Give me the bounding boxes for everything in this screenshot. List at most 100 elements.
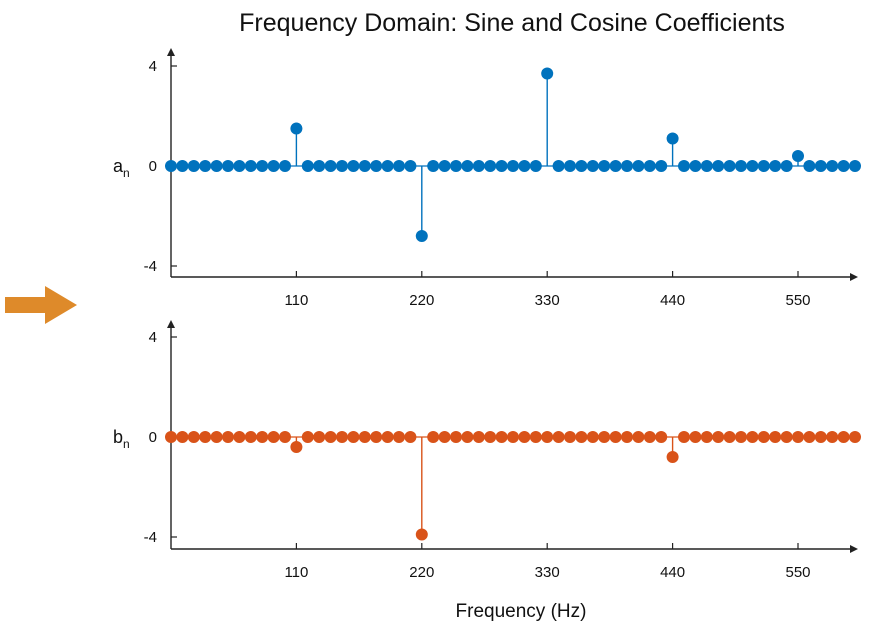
stem-marker xyxy=(165,160,177,172)
stem-marker xyxy=(450,431,462,443)
stem-marker xyxy=(712,431,725,443)
stem-marker xyxy=(381,160,394,172)
stem-marker xyxy=(495,431,508,443)
stem-marker xyxy=(404,431,417,443)
stem-marker-nonzero xyxy=(415,230,428,242)
stem-marker xyxy=(598,431,611,443)
y-axis-label-b: bn xyxy=(113,427,130,451)
stem-marker xyxy=(837,431,850,443)
stem-marker xyxy=(358,431,371,443)
stem-marker xyxy=(780,431,793,443)
stem-marker xyxy=(723,431,736,443)
stem-marker xyxy=(199,431,212,443)
stem-marker xyxy=(461,160,474,172)
stem-marker xyxy=(381,431,394,443)
stem-marker xyxy=(358,160,371,172)
stem-marker xyxy=(222,160,234,172)
stem-marker xyxy=(256,431,269,443)
stem-marker xyxy=(849,431,861,443)
stem-marker xyxy=(689,160,702,172)
stem-marker xyxy=(450,160,462,172)
coefficient-panel-a: an 4 0 -4 110 220 330 440 550 xyxy=(113,48,861,309)
stem-marker xyxy=(507,431,519,443)
stem-marker xyxy=(438,160,451,172)
stem-marker xyxy=(769,431,782,443)
stem-marker xyxy=(814,160,827,172)
x-axis-arrowhead xyxy=(850,545,858,553)
stem-marker xyxy=(529,431,542,443)
stem-marker xyxy=(518,431,531,443)
x-tick-label: 330 xyxy=(535,564,560,581)
stem-marker xyxy=(723,160,736,172)
stem-marker xyxy=(586,160,599,172)
stem-marker-nonzero xyxy=(666,132,679,145)
stem-marker xyxy=(427,431,440,443)
stem-marker xyxy=(769,160,782,172)
stem-marker xyxy=(404,160,417,172)
right-arrow-icon xyxy=(5,286,77,324)
stem-marker xyxy=(507,160,519,172)
stem-marker xyxy=(187,431,200,443)
stem-marker xyxy=(301,431,314,443)
stem-marker xyxy=(427,160,440,172)
x-tick-label: 330 xyxy=(535,292,560,309)
stem-marker xyxy=(621,431,633,443)
stem-marker-nonzero xyxy=(541,67,554,80)
stem-marker xyxy=(780,160,793,172)
stem-marker xyxy=(837,160,850,172)
stem-marker xyxy=(643,160,656,172)
stem-marker xyxy=(518,160,531,172)
stem-marker xyxy=(700,431,713,443)
stem-marker xyxy=(256,160,269,172)
y-axis-label-a-base: a xyxy=(113,156,124,176)
x-axis-arrowhead xyxy=(850,273,858,281)
x-tick-label: 110 xyxy=(284,292,308,309)
stem-marker xyxy=(199,160,212,172)
stem-marker xyxy=(244,160,257,172)
stem-marker xyxy=(609,431,622,443)
stem-marker xyxy=(757,160,770,172)
stem-marker xyxy=(233,160,246,172)
stem-marker xyxy=(393,160,405,172)
y-tick-label: -4 xyxy=(144,529,157,546)
stem-marker xyxy=(655,431,668,443)
y-tick-label: 4 xyxy=(149,58,157,75)
x-tick-label: 550 xyxy=(785,292,810,309)
stem-marker-nonzero xyxy=(792,150,804,162)
stem-marker xyxy=(461,431,474,443)
stem-marker xyxy=(176,431,189,443)
stem-marker xyxy=(267,160,280,172)
stem-marker xyxy=(370,160,383,172)
stem-marker xyxy=(598,160,611,172)
y-tick-label: 0 xyxy=(149,429,157,446)
stem-marker xyxy=(301,160,314,172)
stem-marker xyxy=(803,160,816,172)
y-axis-label-a: an xyxy=(113,156,130,180)
stem-marker-nonzero xyxy=(290,441,303,453)
stem-marker xyxy=(541,431,554,443)
stem-marker xyxy=(336,431,348,443)
stem-marker xyxy=(176,160,189,172)
stem-marker xyxy=(165,431,177,443)
stem-marker xyxy=(233,431,246,443)
stem-marker xyxy=(678,160,690,172)
stem-marker xyxy=(803,431,816,443)
stem-marker xyxy=(746,431,759,443)
stem-marker xyxy=(472,431,485,443)
stem-marker xyxy=(735,431,747,443)
stem-marker xyxy=(210,160,223,172)
stem-marker xyxy=(712,160,725,172)
x-tick-label: 440 xyxy=(660,292,685,309)
stem-marker xyxy=(347,160,360,172)
stem-marker xyxy=(244,431,257,443)
x-tick-label: 220 xyxy=(409,292,434,309)
stem-marker xyxy=(575,431,588,443)
stem-marker xyxy=(336,160,348,172)
stem-marker xyxy=(210,431,223,443)
stem-marker xyxy=(564,160,576,172)
y-tick-label: 0 xyxy=(149,158,157,175)
x-tick-label: 220 xyxy=(409,564,434,581)
stem-marker xyxy=(575,160,588,172)
stem-marker xyxy=(552,160,565,172)
